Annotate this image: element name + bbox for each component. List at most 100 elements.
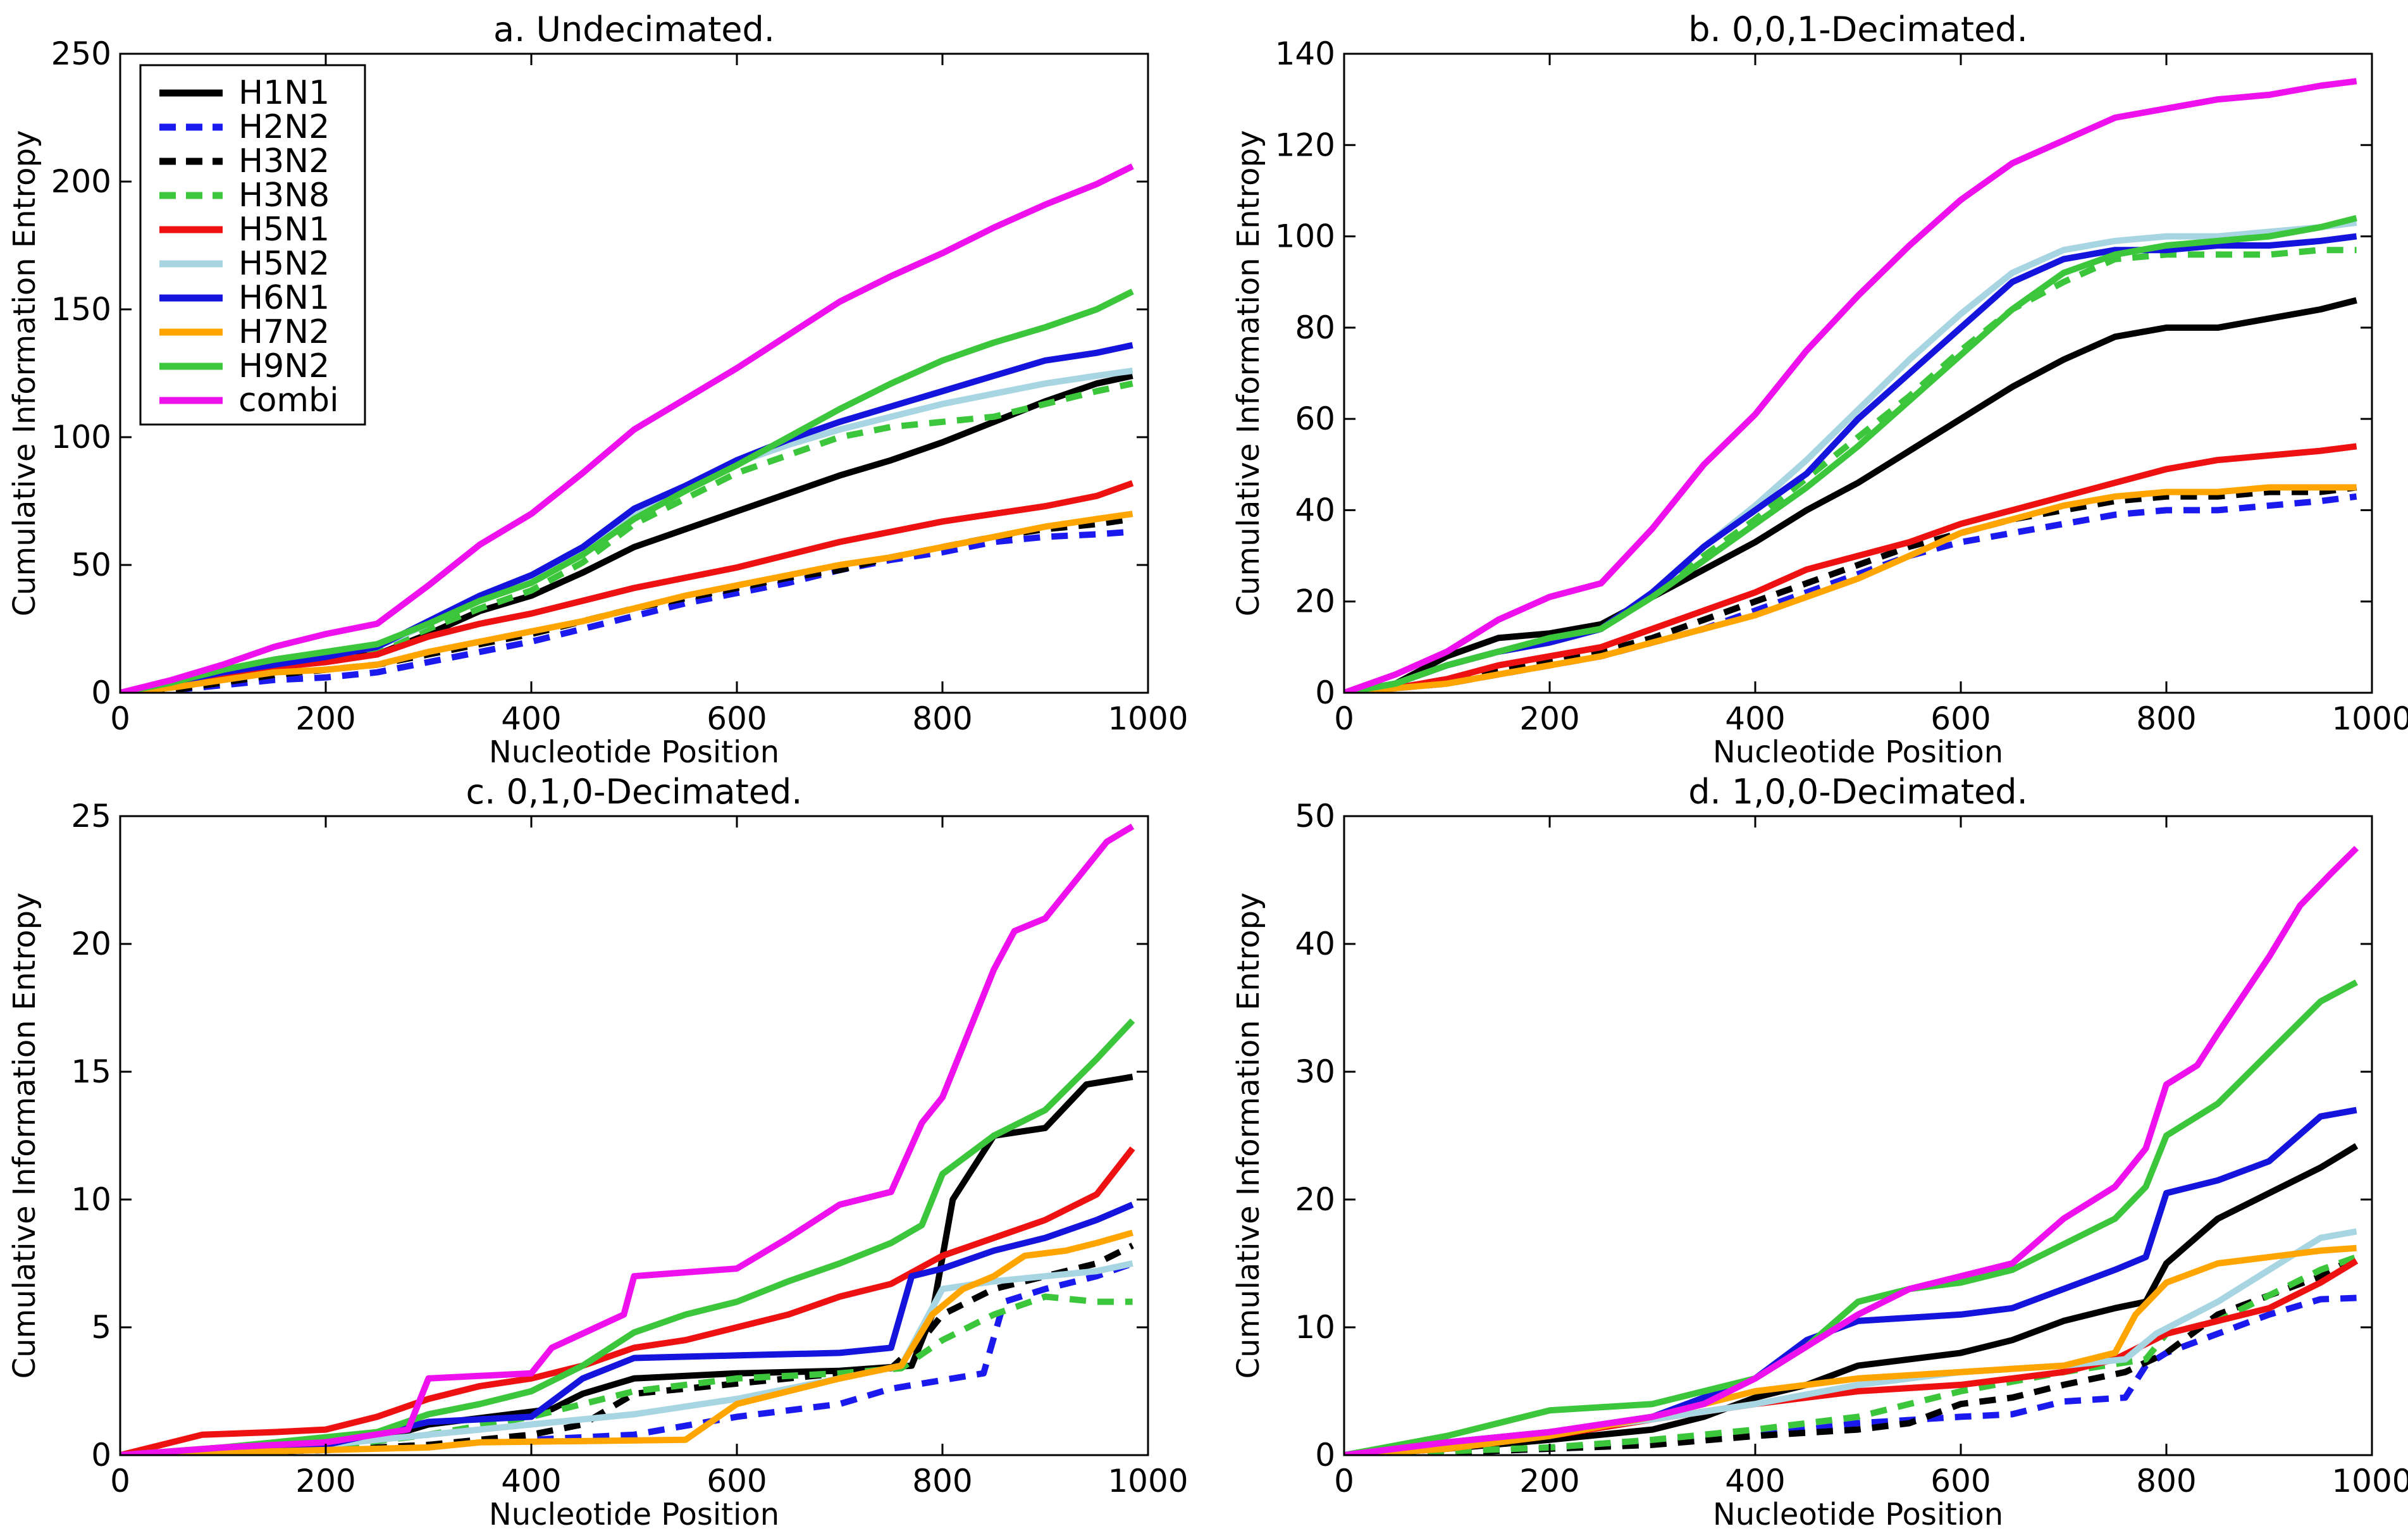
x-tick-label: 0 (1334, 1463, 1354, 1499)
x-axis-label: Nucleotide Position (489, 735, 779, 770)
x-tick-label: 1000 (1108, 700, 1188, 737)
y-tick-label: 200 (51, 163, 111, 200)
chart-title: a. Undecimated. (493, 9, 775, 49)
x-tick-label: 400 (1725, 1463, 1785, 1499)
series-combi-line (1344, 78, 2357, 693)
y-tick-label: 30 (1295, 1053, 1335, 1090)
series-h3n8-line (120, 1293, 1133, 1455)
legend-label: H5N1 (238, 211, 330, 249)
series-h1n1-line (1344, 1143, 2359, 1455)
chart-title: c. 0,1,0-Decimated. (466, 772, 803, 812)
series-h9n2-line (1344, 214, 2357, 693)
y-axis-label: Cumulative Information Entropy (1231, 893, 1266, 1379)
series-h5n1-line (1344, 443, 2357, 693)
x-tick-label: 600 (1930, 700, 1991, 737)
y-tick-label: 40 (1295, 926, 1335, 962)
y-tick-label: 25 (71, 798, 111, 834)
legend-label: H2N2 (238, 108, 330, 146)
series-h1n1-line (1344, 297, 2357, 693)
x-tick-label: 0 (110, 700, 130, 737)
y-tick-label: 10 (71, 1181, 111, 1218)
chart-panel-a: 0 200 400 600 800 1000 0 50 100 150 200 250 a. Undec… (7, 9, 1189, 770)
x-tick-label: 800 (912, 1463, 972, 1499)
axes-frame (119, 815, 1149, 1456)
x-axis-label: Nucleotide Position (1713, 1497, 2003, 1532)
x-tick-label: 600 (1930, 1463, 1991, 1499)
y-tick-label: 250 (51, 35, 111, 72)
chart-title: b. 0,0,1-Decimated. (1688, 9, 2028, 49)
x-tick-label: 1000 (1108, 1463, 1188, 1499)
series-h5n1-line (120, 480, 1134, 693)
y-axis-label: Cumulative Information Entropy (7, 130, 42, 617)
y-tick-label: 40 (1295, 492, 1335, 528)
chart-title: d. 1,0,0-Decimated. (1688, 772, 2028, 812)
series-h5n1-line (120, 1146, 1135, 1455)
x-tick-label: 0 (110, 1463, 130, 1499)
series-h9n2-line (120, 1018, 1135, 1455)
y-tick-label: 120 (1275, 127, 1335, 163)
plot-area-a (120, 163, 1134, 693)
legend-label: H3N2 (238, 142, 330, 180)
y-tick-label: 0 (1315, 1437, 1335, 1473)
x-axis-label: Nucleotide Position (489, 1497, 779, 1532)
x-tick-label: 400 (501, 1463, 561, 1499)
legend-label: H1N1 (238, 74, 330, 112)
y-tick-label: 50 (71, 547, 111, 583)
x-tick-label: 1000 (2331, 700, 2408, 737)
axes-frame (1343, 815, 2373, 1456)
series-h9n2-line (120, 288, 1134, 693)
y-tick-label: 0 (91, 674, 111, 711)
y-tick-label: 60 (1295, 400, 1335, 437)
y-axis-label: Cumulative Information Entropy (7, 893, 42, 1379)
x-axis-label: Nucleotide Position (1713, 735, 2003, 770)
legend-label: H5N2 (238, 245, 330, 283)
y-tick-label: 20 (1295, 583, 1335, 620)
series-h7n2-line (1344, 484, 2357, 693)
y-tick-label: 140 (1275, 35, 1335, 72)
x-tick-label: 200 (1519, 700, 1579, 737)
x-tick-label: 600 (707, 1463, 767, 1499)
y-tick-label: 50 (1295, 798, 1335, 834)
x-tick-label: 200 (295, 1463, 355, 1499)
y-tick-label: 100 (1275, 218, 1335, 255)
series-h3n2-line (1344, 484, 2357, 693)
series-h3n8-line (1344, 1254, 2358, 1455)
y-tick-label: 20 (71, 926, 111, 962)
y-tick-label: 80 (1295, 309, 1335, 346)
x-tick-label: 200 (1519, 1463, 1579, 1499)
chart-panel-c: 0 200 400 600 800 1000 0 5 10 15 20 25 c. 0,1,0-Deci… (7, 772, 1189, 1532)
legend-label: combi (238, 381, 339, 419)
x-tick-label: 800 (2136, 700, 2196, 737)
series-h7n2-line (120, 1229, 1133, 1455)
y-tick-label: 20 (1295, 1181, 1335, 1218)
y-tick-label: 100 (51, 419, 111, 456)
y-tick-label: 150 (51, 291, 111, 328)
y-tick-label: 0 (91, 1437, 111, 1473)
axes-frame (1343, 53, 2373, 694)
legend-label: H9N2 (238, 347, 330, 385)
legend: H1N1H2N2H3N2H3N8H5N1H5N2H6N1H7N2H9N2comb… (139, 64, 366, 426)
series-h6n1-line (120, 342, 1133, 693)
x-tick-label: 200 (295, 700, 355, 737)
y-tick-label: 10 (1295, 1309, 1335, 1346)
series-h6n1-line (1344, 1107, 2357, 1455)
legend-label: H3N8 (238, 177, 330, 214)
series-combi-line (120, 823, 1135, 1455)
series-h2n2-line (120, 528, 1133, 693)
legend-label: H7N2 (238, 313, 330, 351)
series-h3n8-line (1344, 247, 2357, 693)
chart-panel-b: 0 200 400 600 800 1000 0 20 40 60 80 100 120 140 b. 0,… (1231, 9, 2408, 770)
x-tick-label: 600 (707, 700, 767, 737)
legend-label: H6N1 (238, 279, 330, 317)
y-tick-label: 0 (1315, 674, 1335, 711)
series-combi-line (1344, 845, 2359, 1455)
series-h7n2-line (120, 511, 1133, 693)
y-tick-label: 15 (71, 1053, 111, 1090)
y-axis-label: Cumulative Information Entropy (1231, 130, 1266, 617)
plot-area-c (120, 823, 1135, 1455)
axes-frame (119, 53, 1149, 694)
x-tick-label: 400 (501, 700, 561, 737)
plot-area-b (1344, 78, 2357, 693)
x-tick-label: 0 (1334, 700, 1354, 737)
